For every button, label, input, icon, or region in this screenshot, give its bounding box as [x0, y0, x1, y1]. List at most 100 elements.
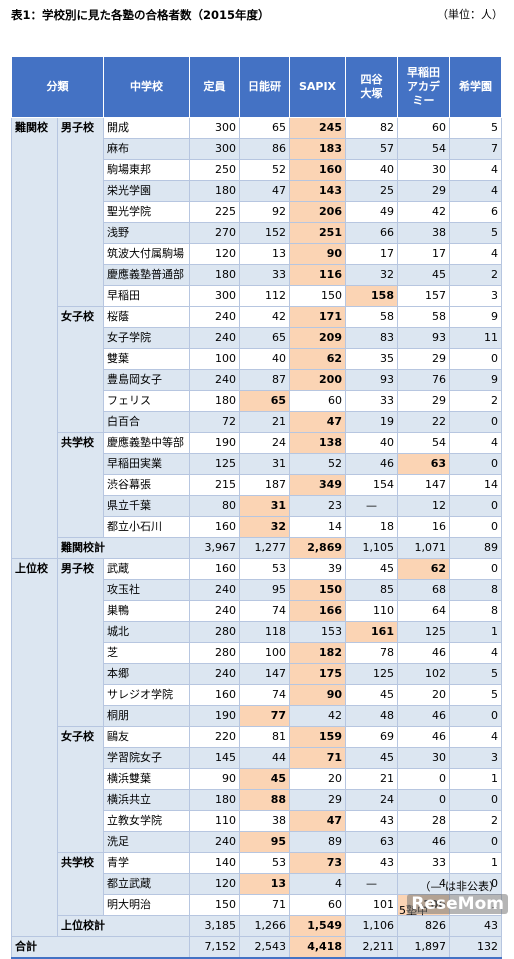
value-cell: 60 [397, 117, 450, 139]
table-row: 豊島岡女子 240 87 200 93 76 9 [12, 369, 502, 391]
value-cell: 4 [449, 243, 502, 265]
value-cell: 182 [289, 642, 346, 664]
value-cell: 85 [345, 579, 398, 601]
value-cell: 93 [345, 369, 398, 391]
value-cell: 158 [345, 285, 398, 307]
value-cell: 4 [289, 873, 346, 895]
total-label: 合計 [11, 936, 190, 959]
header-teiin: 定員 [189, 56, 240, 118]
value-cell: 58 [397, 306, 450, 328]
value-cell: 38 [239, 810, 290, 832]
value-cell: 180 [189, 390, 240, 412]
value-cell: 240 [189, 831, 240, 853]
value-cell: 92 [239, 201, 290, 223]
value-cell: 82 [345, 117, 398, 139]
header-kibo: 希学園 [449, 56, 502, 118]
value-cell: 160 [189, 684, 240, 706]
value-cell: 60 [289, 894, 346, 916]
table-row: 慶應義塾普通部 180 33 116 32 45 2 [12, 264, 502, 286]
value-cell: 5 [449, 684, 502, 706]
value-cell: 180 [189, 180, 240, 202]
value-cell: 100 [239, 642, 290, 664]
value-cell: 65 [239, 390, 290, 412]
value-cell: 39 [289, 558, 346, 580]
table-row: 巣鴨 240 74 166 110 64 8 [12, 600, 502, 622]
school-name: サレジオ学院 [103, 684, 190, 706]
table-row: 上位校 男子校 武蔵 160 53 39 45 62 0 [11, 558, 502, 937]
table-row: 横浜雙葉 90 45 20 21 0 1 [12, 768, 502, 790]
value-cell: 95 [239, 831, 290, 853]
header-school: 中学校 [103, 56, 190, 118]
value-cell: 57 [345, 138, 398, 160]
school-name: 早稲田実業 [103, 453, 190, 475]
value-cell: 190 [189, 432, 240, 454]
table-row: 難関校 男子校 開成 300 65 245 82 60 5 [11, 117, 502, 559]
value-cell: 30 [397, 159, 450, 181]
table-row: 早稲田実業 125 31 52 46 63 0 [12, 453, 502, 475]
value-cell: 93 [397, 327, 450, 349]
value-cell: 38 [397, 222, 450, 244]
header-yotsuya: 四谷 大塚 [345, 56, 398, 118]
value-cell: 145 [189, 747, 240, 769]
value-cell: 63 [345, 831, 398, 853]
table-row: 本郷 240 147 175 125 102 5 [12, 663, 502, 685]
value-cell: 190 [189, 705, 240, 727]
value-cell: 250 [189, 159, 240, 181]
value-cell: 138 [289, 432, 346, 454]
value-cell: 45 [345, 747, 398, 769]
value-cell: 2,543 [239, 936, 290, 959]
title-text: 表1：学校別に見た各塾の合格者数（2015年度） [11, 8, 270, 22]
value-cell: 22 [397, 411, 450, 433]
value-cell: — [345, 873, 398, 895]
value-cell: 28 [397, 810, 450, 832]
value-cell: 280 [189, 621, 240, 643]
value-cell: 64 [397, 600, 450, 622]
value-cell: 32 [239, 516, 290, 538]
value-cell: 53 [239, 852, 290, 874]
value-cell: 0 [449, 411, 502, 433]
value-cell: 45 [397, 264, 450, 286]
value-cell: 66 [345, 222, 398, 244]
table-row: 渋谷幕張 215 187 349 154 147 14 [12, 474, 502, 496]
table-row: 県立千葉 80 31 23—12 0 [12, 495, 502, 517]
school-name: 洗足 [103, 831, 190, 853]
resemom-logo: ReseMom [407, 894, 508, 914]
value-cell: 69 [345, 726, 398, 748]
value-cell: 21 [345, 768, 398, 790]
value-cell: 280 [189, 642, 240, 664]
value-cell: 25 [345, 180, 398, 202]
value-cell: 54 [397, 432, 450, 454]
value-cell: 270 [189, 222, 240, 244]
value-cell: 16 [397, 516, 450, 538]
subtotal-label: 難関校計 [57, 537, 190, 559]
value-cell: 30 [397, 747, 450, 769]
value-cell: 53 [239, 558, 290, 580]
value-cell: 3 [449, 747, 502, 769]
value-cell: 0 [397, 789, 450, 811]
value-cell: 43 [449, 915, 502, 937]
value-cell: 42 [397, 201, 450, 223]
table-row: 城北 280 118 153 161 125 1 [12, 621, 502, 643]
value-cell: 2 [449, 264, 502, 286]
value-cell: 5 [449, 663, 502, 685]
value-cell: 110 [189, 810, 240, 832]
value-cell: 46 [345, 453, 398, 475]
value-cell: 89 [449, 537, 502, 559]
value-cell: 0 [449, 495, 502, 517]
value-cell: 65 [239, 327, 290, 349]
table-row: 都立武蔵 120 13 4—4 0 [12, 873, 502, 895]
value-cell: 0 [449, 831, 502, 853]
value-cell: 52 [289, 453, 346, 475]
value-cell: 143 [289, 180, 346, 202]
total-row: 合計 7,152 2,543 4,418 2,211 1,897 132 [11, 936, 502, 959]
value-cell: 215 [189, 474, 240, 496]
value-cell: 132 [449, 936, 502, 959]
school-name: 鷗友 [103, 726, 190, 748]
value-cell: 1,277 [239, 537, 290, 559]
category-cell: 上位校 [11, 558, 58, 937]
school-name: 聖光学院 [103, 201, 190, 223]
value-cell: 100 [189, 348, 240, 370]
value-cell: 2,211 [345, 936, 398, 959]
table-row: 攻玉社 240 95 150 85 68 8 [12, 579, 502, 601]
value-cell: 78 [345, 642, 398, 664]
